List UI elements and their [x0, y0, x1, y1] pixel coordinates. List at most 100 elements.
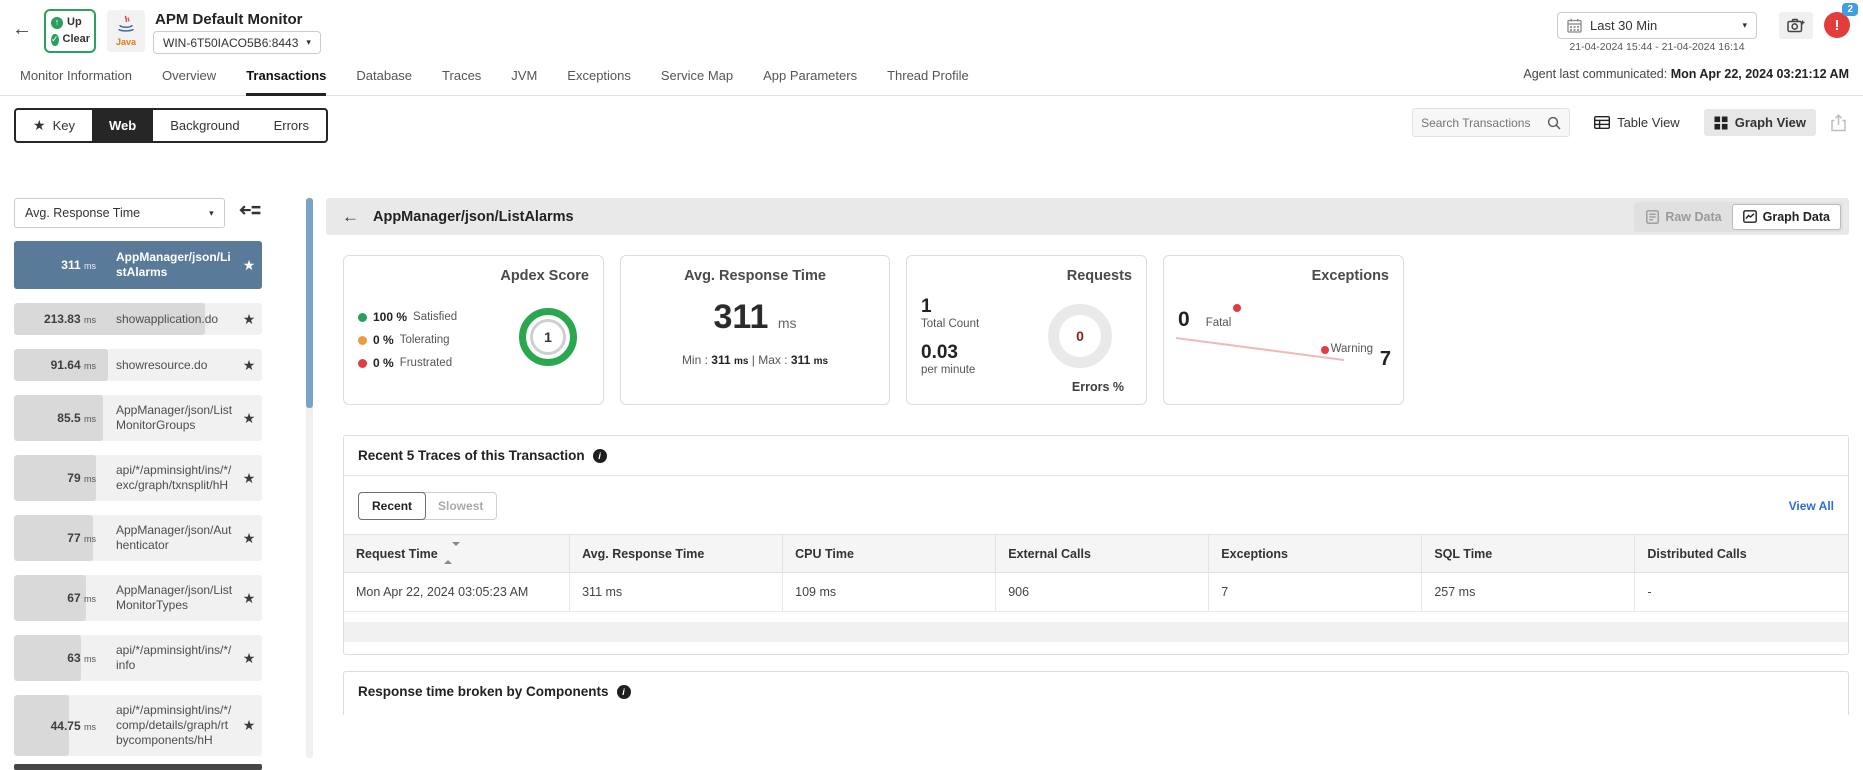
info-icon[interactable]: i: [616, 684, 631, 699]
back-icon[interactable]: ←: [12, 18, 32, 40]
requests-counts: 1 Total Count 0.03 per minute: [921, 296, 979, 388]
sidebar-scrollbar-thumb[interactable]: [306, 198, 313, 408]
up-arrow-icon: ↑: [51, 16, 63, 29]
list-item-showresource[interactable]: 91.64 ms showresource.do ★: [14, 349, 262, 381]
list-item-listmonitortypes[interactable]: 67 ms AppManager/json/ListMonitorTypes ★: [14, 575, 262, 621]
item-label: showapplication.do: [116, 311, 219, 326]
tab-thread-profile[interactable]: Thread Profile: [887, 68, 969, 83]
cell-request-time[interactable]: Mon Apr 22, 2024 03:05:23 AM: [344, 572, 571, 612]
host-dropdown[interactable]: WIN-6T50IACO5B6:8443 ▾: [153, 31, 321, 54]
sort-icon[interactable]: [443, 542, 460, 564]
errors-donut: 0: [1048, 304, 1112, 368]
errors-label: Errors %: [1071, 380, 1124, 394]
item-time: 44.75 ms: [50, 718, 96, 733]
graph-data-button[interactable]: Graph Data: [1731, 203, 1841, 230]
response-time-bar: [14, 395, 104, 441]
list-item-showapplication[interactable]: 213.83 ms showapplication.do ★: [14, 303, 262, 335]
satisfied-dot-icon: [358, 312, 367, 322]
tab-database[interactable]: Database: [356, 68, 413, 83]
table-view-label: Table View: [1617, 115, 1680, 130]
item-label: AppManager/json/ListMonitorGroups: [116, 403, 233, 432]
per-minute-value: 0.03: [921, 342, 958, 363]
col-distributed-calls[interactable]: Distributed Calls: [1634, 534, 1848, 573]
favorite-star-icon[interactable]: ★: [242, 589, 256, 606]
col-cpu-time[interactable]: CPU Time: [782, 534, 997, 573]
sort-order-icon[interactable]: [239, 203, 262, 223]
tab-app-parameters[interactable]: App Parameters: [763, 68, 858, 83]
search-input[interactable]: [1421, 115, 1548, 130]
exceptions-sparkline: [1175, 337, 1345, 361]
tab-exceptions[interactable]: Exceptions: [567, 68, 631, 83]
favorite-star-icon[interactable]: ★: [242, 409, 256, 426]
item-label: api/*/apminsight/ins/*/info: [116, 643, 232, 672]
favorite-star-icon[interactable]: ★: [242, 649, 256, 666]
avg-rt-value: 311 ms: [713, 298, 797, 336]
item-label: AppManager/json/Authenticator: [116, 523, 232, 552]
chevron-down-icon: ▾: [209, 207, 214, 218]
transaction-detail: ← AppManager/json/ListAlarms Raw Data: [326, 167, 1849, 770]
item-time: 85.5 ms: [57, 411, 96, 425]
raw-data-icon: [1646, 209, 1660, 224]
subtab-errors[interactable]: Errors: [257, 110, 326, 141]
warning-value: 7: [1379, 348, 1391, 370]
col-sql-time[interactable]: SQL Time: [1421, 534, 1636, 573]
list-item-listalarms[interactable]: 311 ms AppManager/json/ListAlarms ★: [14, 241, 262, 289]
slowest-button[interactable]: Slowest: [438, 499, 484, 513]
list-item-info[interactable]: 63 ms api/*/apminsight/ins/*/info ★: [14, 635, 262, 681]
list-item-authenticator[interactable]: 77 ms AppManager/json/Authenticator ★: [14, 515, 262, 561]
metric-dropdown[interactable]: Avg. Response Time ▾: [14, 198, 225, 228]
cell-sql-time: 257 ms: [1421, 572, 1636, 612]
metric-dropdown-value: Avg. Response Time: [25, 206, 141, 220]
graph-view-button[interactable]: Graph View: [1703, 109, 1816, 136]
favorite-star-icon[interactable]: ★: [242, 529, 256, 546]
min-max-line: Min : 311 ms | Max : 311 ms: [681, 353, 829, 367]
tab-transactions[interactable]: Transactions: [246, 57, 327, 96]
subtab-web[interactable]: Web: [91, 110, 154, 141]
favorite-star-icon[interactable]: ★: [242, 717, 256, 733]
share-icon[interactable]: [1830, 113, 1847, 132]
subtab-key[interactable]: ★ Key: [16, 110, 92, 141]
data-view-toggle: Raw Data Graph Data: [1634, 201, 1843, 232]
view-all-link[interactable]: View All: [1788, 499, 1834, 513]
exceptions-card: Exceptions 0 Fatal Warning 7: [1163, 255, 1404, 405]
tab-jvm[interactable]: JVM: [511, 68, 538, 83]
favorite-star-icon[interactable]: ★: [242, 256, 256, 273]
table-row[interactable]: Mon Apr 22, 2024 03:05:23 AM 311 ms 109 …: [344, 572, 1848, 612]
alerts-indicator[interactable]: ! 2: [1824, 3, 1858, 40]
item-time: 63 ms: [67, 651, 96, 665]
response-time-bar: [14, 515, 94, 561]
favorite-star-icon[interactable]: ★: [242, 469, 256, 486]
col-exceptions[interactable]: Exceptions: [1208, 534, 1423, 573]
subtab-background[interactable]: Background: [153, 110, 256, 141]
info-icon[interactable]: i: [592, 448, 607, 463]
col-request-time[interactable]: Request Time: [344, 534, 571, 573]
tab-overview[interactable]: Overview: [162, 68, 217, 83]
transaction-type-switch: ★ Key Web Background Errors: [14, 108, 328, 143]
apdex-gauge: 1: [519, 308, 577, 366]
item-label: AppManager/json/ListAlarms: [116, 250, 231, 279]
col-external-calls[interactable]: External Calls: [995, 534, 1210, 573]
fatal-count: 0 Fatal: [1178, 304, 1242, 332]
list-item-rtbycomponents[interactable]: 44.75 ms api/*/apminsight/ins/*/comp/det…: [14, 695, 262, 756]
time-range-dropdown[interactable]: Last 30 Min ▾: [1557, 12, 1757, 39]
transaction-list: 311 ms AppManager/json/ListAlarms ★ 213.…: [14, 241, 262, 756]
tab-traces[interactable]: Traces: [442, 68, 482, 83]
table-view-button[interactable]: Table View: [1584, 109, 1690, 136]
tab-monitor-information[interactable]: Monitor Information: [20, 68, 132, 83]
favorite-star-icon[interactable]: ★: [242, 310, 256, 327]
response-time-bar: [14, 241, 262, 289]
list-item-txnsplit[interactable]: 79 ms api/*/apminsight/ins/*/exc/graph/t…: [14, 455, 262, 501]
page-title: APM Default Monitor: [155, 11, 303, 28]
raw-data-button[interactable]: Raw Data: [1636, 205, 1731, 229]
recent-button[interactable]: Recent: [358, 492, 427, 520]
list-item-listmonitorgroups[interactable]: 85.5 ms AppManager/json/ListMonitorGroup…: [14, 395, 262, 441]
transactions-sidebar: Avg. Response Time ▾ 311 ms AppManager/j…: [14, 167, 262, 770]
back-icon[interactable]: ←: [342, 206, 359, 226]
traces-panel-title: Recent 5 Traces of this Transaction: [358, 448, 585, 463]
search-icon[interactable]: [1547, 116, 1561, 130]
col-avg-response-time[interactable]: Avg. Response Time: [569, 534, 784, 573]
screenshot-camera-button[interactable]: [1779, 12, 1813, 39]
sidebar-scrollbar[interactable]: [306, 198, 313, 758]
favorite-star-icon[interactable]: ★: [242, 356, 256, 373]
tab-service-map[interactable]: Service Map: [660, 68, 734, 83]
